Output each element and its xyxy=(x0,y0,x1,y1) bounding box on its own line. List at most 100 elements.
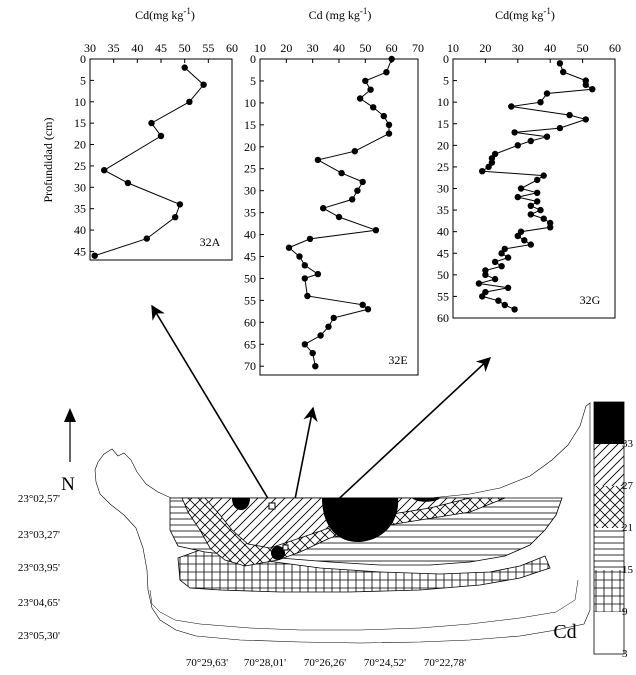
x-tick-label: 40 xyxy=(333,41,345,55)
data-point xyxy=(304,292,311,300)
data-point xyxy=(317,332,324,339)
y-tick-label: 10 xyxy=(437,95,449,109)
zone-9-15 xyxy=(177,549,551,593)
data-point xyxy=(186,98,193,106)
coastline-inner xyxy=(149,579,579,631)
data-point xyxy=(301,262,308,269)
data-point xyxy=(200,81,207,88)
data-point xyxy=(501,301,508,309)
data-point xyxy=(479,168,486,175)
data-point xyxy=(521,237,528,244)
y-tick-label: 30 xyxy=(437,182,449,196)
chart-32A-points xyxy=(91,64,207,259)
x-tick-label: 50 xyxy=(359,41,371,55)
y-tick-label: 45 xyxy=(244,250,256,264)
data-point xyxy=(475,280,483,287)
longitude-labels: 70°29,63' 70°28,01' 70°26,26' 70°24,52' 70°2… xyxy=(186,657,466,669)
y-tick-label: 15 xyxy=(74,116,86,130)
data-point xyxy=(582,81,589,89)
legend-frame xyxy=(593,401,625,655)
y-tick-label: 5 xyxy=(80,73,86,87)
zone-33-plus-edge xyxy=(412,498,440,502)
data-point xyxy=(309,349,316,357)
north-label: N xyxy=(61,474,75,495)
chart-32A-series-line xyxy=(94,67,205,257)
data-point xyxy=(498,263,505,270)
data-point xyxy=(172,214,179,221)
data-point xyxy=(351,148,358,155)
data-point xyxy=(359,301,366,308)
legend-swatch-9-15 xyxy=(594,570,624,612)
data-point xyxy=(359,178,366,186)
legend-swatch-3-9 xyxy=(594,612,624,654)
x-tick-label: 20 xyxy=(280,41,292,55)
data-point xyxy=(504,254,512,261)
data-point xyxy=(534,176,541,184)
y-tick-label: 5 xyxy=(250,74,256,88)
x-tick-label: 10 xyxy=(254,41,266,55)
data-point xyxy=(504,284,512,291)
data-point xyxy=(543,90,551,97)
data-point xyxy=(364,306,372,313)
y-tick-label: 40 xyxy=(244,228,256,242)
data-point xyxy=(157,132,165,140)
data-point xyxy=(306,235,314,243)
chart-32A-axes: 30 35 40 45 50 55 60 0 5 10 15 20 25 30 35 40 45 xyxy=(74,41,238,258)
data-point xyxy=(482,271,489,278)
chart-32E-axes: 10 20 30 40 50 60 70 0 5 10 15 20 25 30 35 40 45 50 55 60 65… xyxy=(244,41,424,373)
data-point xyxy=(556,124,564,132)
data-point xyxy=(511,129,518,136)
chart-32G-panel-label: 32G xyxy=(580,293,601,307)
y-tick-label: 40 xyxy=(74,223,86,237)
data-point xyxy=(314,156,322,164)
y-tick-label: 55 xyxy=(437,289,449,303)
legend-swatch-21-27 xyxy=(594,486,624,528)
x-tick-label: 10 xyxy=(447,41,459,55)
y-tick-label: 25 xyxy=(244,162,256,176)
chart-32A-panel-label: 32A xyxy=(200,235,221,249)
data-point xyxy=(91,252,98,259)
chart-32A-ylabel: Profundidad (cm) xyxy=(41,118,55,203)
y-tick-label: 50 xyxy=(244,271,256,285)
y-tick-label: 0 xyxy=(443,52,449,66)
data-point xyxy=(385,121,393,128)
data-point xyxy=(534,189,541,196)
longitude-label: 70°24,52' xyxy=(364,657,406,669)
arrow-to-32A xyxy=(151,304,273,506)
x-tick-label: 30 xyxy=(512,41,524,55)
y-tick-label: 45 xyxy=(437,246,449,260)
profile-chart-32A: Cd(mg kg-1) 30 35 40 45 50 55 60 0 5 10 15 20 25 30 35… xyxy=(41,6,238,261)
y-tick-label: 30 xyxy=(244,184,256,198)
x-tick-label: 60 xyxy=(609,41,621,55)
bay-map: N Cd 23°02,57' 23°03,27' 23°03,95' 23°04,65… xyxy=(18,402,591,669)
data-point xyxy=(181,64,188,71)
legend-swatch-27-33 xyxy=(594,444,624,486)
y-tick-label: 35 xyxy=(244,206,256,220)
x-tick-label: 30 xyxy=(84,41,96,55)
data-point xyxy=(485,163,492,171)
latitude-label: 23°03,95' xyxy=(18,562,60,574)
longitude-label: 70°29,63' xyxy=(186,657,228,669)
data-point xyxy=(338,169,345,177)
data-point xyxy=(385,130,393,137)
y-tick-label: 35 xyxy=(437,203,449,217)
chart-32E-series-line xyxy=(288,58,393,367)
data-point xyxy=(383,69,390,76)
x-tick-label: 55 xyxy=(202,41,214,55)
zone-33-plus-spot xyxy=(271,546,285,560)
data-point xyxy=(534,198,541,205)
x-tick-label: 30 xyxy=(307,41,319,55)
chart-32G-title: Cd(mg kg-1) xyxy=(495,6,555,22)
y-tick-label: 0 xyxy=(80,52,86,66)
map-legend: 33 27 21 15 9 3 xyxy=(593,401,634,660)
y-tick-label: 15 xyxy=(244,118,256,132)
legend-swatch-15-21 xyxy=(594,528,624,570)
data-point xyxy=(325,323,332,330)
legend-swatch-33-plus xyxy=(594,402,624,444)
data-point xyxy=(388,55,395,63)
data-point xyxy=(537,206,544,214)
data-point xyxy=(349,196,356,203)
data-point xyxy=(537,99,544,106)
map-variable-label: Cd xyxy=(553,621,576,643)
